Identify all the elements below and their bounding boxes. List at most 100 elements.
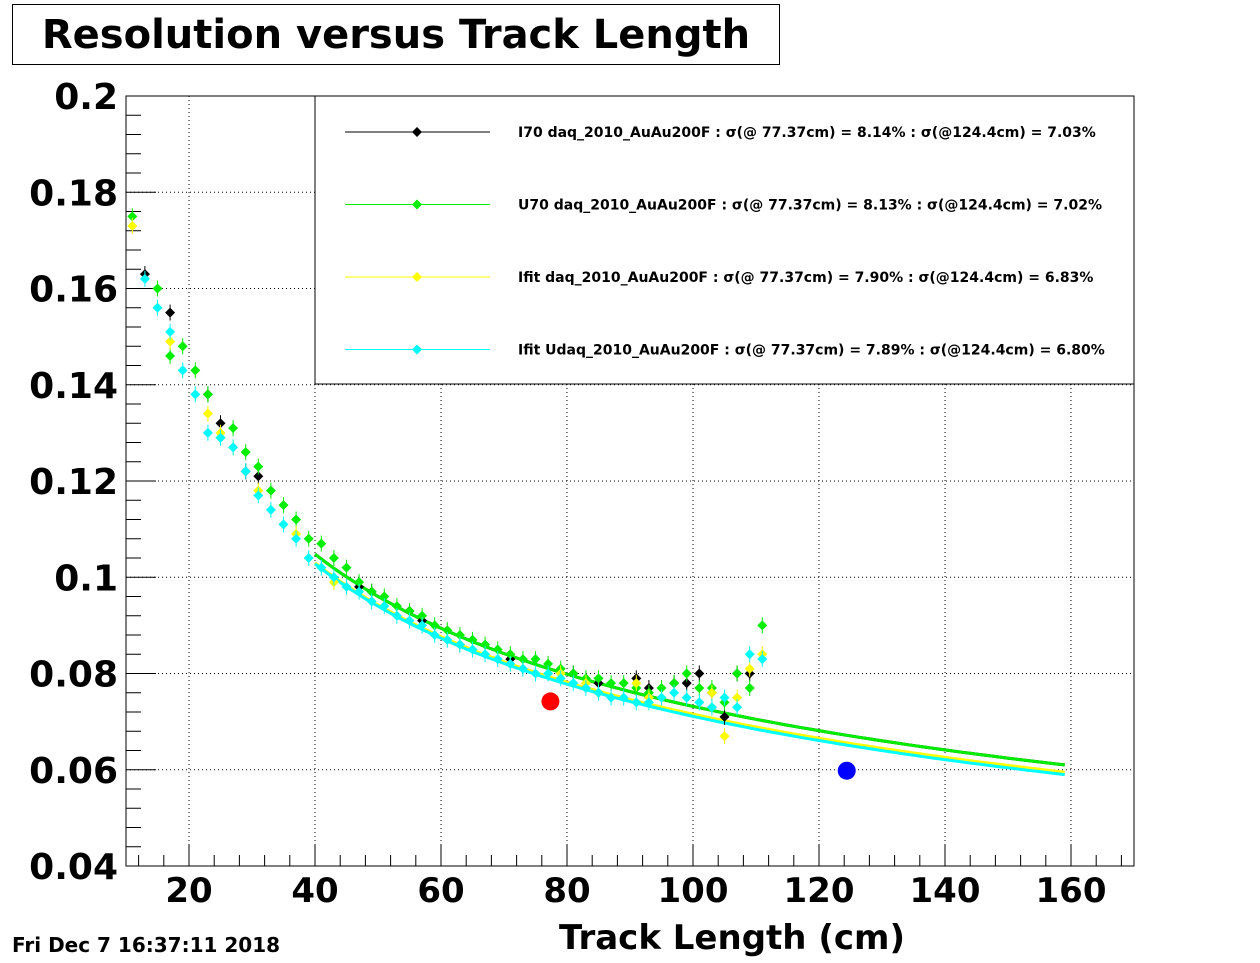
data-point <box>694 682 705 693</box>
data-point <box>253 471 264 482</box>
highlight-point <box>837 761 856 780</box>
data-point <box>732 692 743 703</box>
data-point <box>706 702 717 713</box>
x-tick-label: 100 <box>658 871 729 911</box>
data-point <box>328 572 339 583</box>
data-point <box>606 692 617 703</box>
fit-curve <box>314 553 1065 767</box>
data-point <box>543 668 554 679</box>
fit-curve <box>314 562 1065 777</box>
y-tick-label: 0.14 <box>29 366 118 407</box>
x-tick-label: 160 <box>1036 871 1107 911</box>
data-point <box>744 682 755 693</box>
axes: 20 40 60 80 100 120 140 160 0.04 0.06 0.08 0.1 0.12 0… <box>29 77 1122 911</box>
data-point <box>202 408 213 419</box>
data-point <box>127 211 138 222</box>
data-point <box>492 654 503 665</box>
data-point <box>165 336 176 347</box>
data-point <box>215 432 226 443</box>
data-point <box>505 658 516 669</box>
data-point <box>429 630 440 640</box>
y-tick-label: 0.12 <box>29 462 118 503</box>
data-point <box>543 658 554 669</box>
data-point <box>177 341 188 352</box>
data-point <box>228 423 239 434</box>
legend-label: U70 daq_2010_AuAu200F : σ(@ 77.37cm) = 8… <box>518 198 1102 214</box>
y-tick-label: 0.06 <box>29 751 118 792</box>
data-point <box>606 678 617 689</box>
data-points <box>127 208 856 780</box>
x-tick-label: 20 <box>165 871 212 911</box>
fit-curve <box>314 561 1065 774</box>
data-point <box>202 427 213 438</box>
data-point <box>669 678 680 689</box>
data-point <box>681 678 692 689</box>
data-point <box>354 577 365 588</box>
data-point <box>341 581 352 592</box>
data-point <box>379 591 390 602</box>
x-tick-label: 140 <box>910 871 981 911</box>
data-point <box>593 687 604 698</box>
data-point <box>190 389 201 400</box>
data-point <box>152 302 163 313</box>
x-tick-label: 40 <box>291 871 338 911</box>
data-point <box>744 663 755 674</box>
data-point <box>316 562 327 573</box>
data-point <box>568 678 579 689</box>
data-point <box>278 519 289 530</box>
data-point <box>303 533 314 544</box>
data-point <box>656 692 667 703</box>
data-point <box>681 692 692 703</box>
data-point <box>316 538 327 549</box>
data-point <box>265 485 276 496</box>
data-point <box>480 639 491 650</box>
data-point <box>719 692 730 703</box>
data-point <box>757 654 768 665</box>
data-point <box>517 663 528 674</box>
data-point <box>391 601 402 612</box>
data-point <box>265 504 276 515</box>
data-point <box>732 702 743 713</box>
chart-title: Resolution versus Track Length <box>12 4 780 65</box>
x-tick-label: 120 <box>784 871 855 911</box>
data-point <box>202 389 213 400</box>
data-point <box>341 562 352 573</box>
legend-marker <box>412 272 422 282</box>
data-point <box>719 731 730 742</box>
data-point <box>240 466 251 477</box>
data-point <box>757 620 768 631</box>
data-point <box>442 625 453 636</box>
data-point <box>240 447 251 458</box>
data-point <box>165 307 176 318</box>
data-point <box>442 634 453 645</box>
legend-label: Ifit Udaq_2010_AuAu200F : σ(@ 77.37cm) =… <box>518 343 1105 359</box>
data-point <box>656 682 667 693</box>
legend-box <box>314 95 1135 385</box>
data-point <box>354 586 365 597</box>
data-point <box>492 644 503 655</box>
data-point <box>744 649 755 660</box>
legend: I70 daq_2010_AuAu200F : σ(@ 77.37cm) = 8… <box>314 95 1135 385</box>
data-point <box>580 682 591 693</box>
data-point <box>215 418 226 429</box>
data-point <box>127 220 138 231</box>
timestamp: Fri Dec 7 16:37:11 2018 <box>12 933 281 957</box>
data-point <box>291 533 302 544</box>
data-point <box>328 553 339 563</box>
data-point <box>190 365 201 376</box>
data-point <box>429 620 440 631</box>
legend-marker <box>412 127 422 137</box>
data-point <box>366 586 377 597</box>
x-tick-label: 60 <box>417 871 464 911</box>
data-point <box>165 326 176 337</box>
data-point <box>505 649 516 660</box>
x-axis-label: Track Length (cm) <box>559 918 905 958</box>
data-point <box>139 273 150 284</box>
data-point <box>555 673 566 684</box>
data-point <box>631 697 642 708</box>
data-point <box>152 283 163 294</box>
highlight-point <box>541 692 560 711</box>
data-point <box>417 620 428 631</box>
y-tick-label: 0.18 <box>29 173 118 214</box>
